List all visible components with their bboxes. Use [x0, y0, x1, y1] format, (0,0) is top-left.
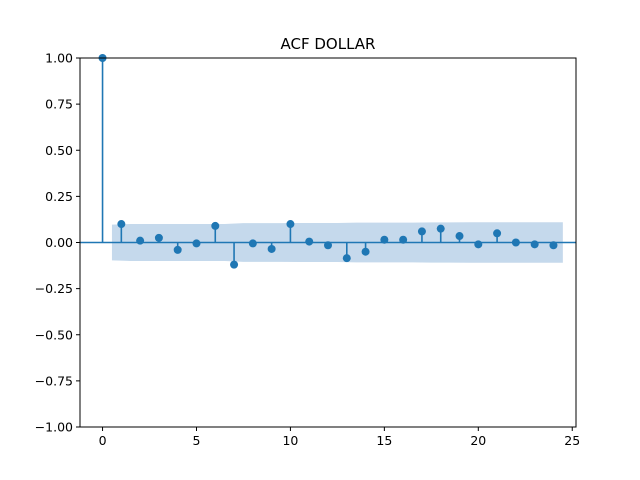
acf-stem-lag-12	[324, 241, 332, 250]
stem-marker	[493, 229, 502, 238]
acf-stem-lag-3	[154, 233, 163, 243]
stem-marker	[192, 239, 201, 248]
acf-stem-lag-18	[436, 224, 445, 243]
stem-marker	[324, 241, 332, 250]
stem-marker	[474, 240, 483, 249]
stem-marker	[436, 224, 445, 233]
stem-marker	[154, 233, 163, 242]
stem-marker	[511, 238, 520, 247]
stems-layer	[98, 54, 558, 269]
acf-stem-lag-1	[117, 220, 126, 243]
stem-marker	[286, 220, 295, 229]
y-tick-label: −1.00	[35, 420, 73, 435]
stem-marker	[267, 244, 276, 253]
x-tick-label: 10	[282, 433, 298, 448]
acf-stem-lag-22	[511, 238, 520, 247]
stem-marker	[399, 235, 408, 244]
acf-stem-lag-15	[380, 235, 389, 244]
acf-stem-lag-7	[230, 242, 239, 269]
y-tick-label: 0.00	[45, 235, 73, 250]
x-tick-label: 0	[99, 433, 107, 448]
stem-marker	[173, 245, 182, 254]
stem-marker	[361, 247, 370, 256]
acf-stem-lag-2	[136, 236, 145, 245]
stem-marker	[530, 240, 539, 249]
y-tick-label: 0.75	[45, 97, 73, 112]
acf-stem-lag-16	[399, 235, 408, 244]
acf-stem-lag-23	[530, 240, 539, 249]
acf-stem-lag-20	[474, 240, 483, 249]
x-tick-label: 25	[564, 433, 580, 448]
y-tick-label: 0.25	[45, 189, 73, 204]
acf-stem-lag-24	[549, 241, 558, 250]
chart-title: ACF DOLLAR	[281, 35, 376, 53]
acf-stem-lag-10	[286, 220, 295, 243]
stem-marker	[211, 221, 220, 230]
y-tick-label: 1.00	[45, 51, 73, 66]
acf-stem-lag-14	[361, 242, 370, 256]
acf-stem-lag-4	[173, 242, 182, 254]
stem-marker	[136, 236, 145, 245]
y-tick-label: −0.25	[35, 281, 73, 296]
acf-stem-lag-19	[455, 232, 464, 243]
x-tick-label: 20	[470, 433, 486, 448]
acf-stem-lag-6	[211, 221, 220, 243]
acf-stem-lag-5	[192, 239, 201, 248]
x-tick-label: 5	[193, 433, 201, 448]
acf-stem-lag-9	[267, 242, 276, 253]
acf-stem-lag-0	[98, 54, 107, 243]
y-tick-label: −0.50	[35, 327, 73, 342]
stem-marker	[455, 232, 464, 241]
ticks-layer: 0 5 10 15 20 25 −1.00 −0.75 −0.50 −0.25 0.00 0.25 0.…	[35, 51, 581, 449]
stem-marker	[230, 260, 239, 269]
stem-marker	[380, 235, 389, 244]
acf-stem-lag-21	[493, 229, 502, 243]
acf-stem-lag-11	[305, 237, 314, 246]
stem-marker	[248, 239, 257, 248]
stem-marker	[342, 254, 351, 263]
acf-stem-lag-8	[248, 239, 257, 248]
acf-stem-lag-17	[417, 227, 426, 243]
stem-marker	[117, 220, 126, 229]
stem-marker	[417, 227, 426, 236]
x-tick-label: 15	[376, 433, 392, 448]
stem-marker	[305, 237, 314, 246]
y-tick-label: 0.50	[45, 143, 73, 158]
acf-stem-lag-13	[342, 242, 351, 263]
y-tick-label: −0.75	[35, 373, 73, 388]
stem-marker	[549, 241, 558, 250]
